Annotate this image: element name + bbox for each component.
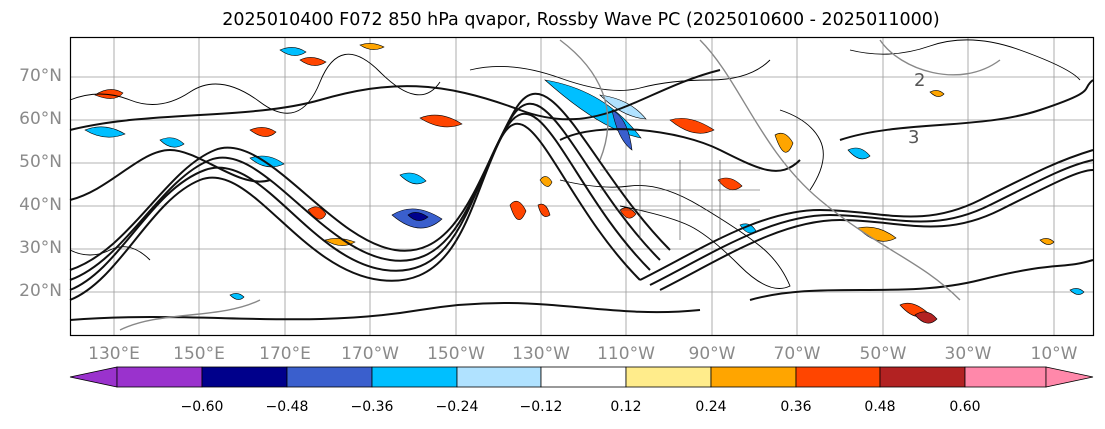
colorbar-extend-high (1045, 366, 1094, 388)
lon-label: 30°W (944, 344, 992, 364)
lon-label: 170°E (259, 344, 311, 364)
contour-label-2: 2 (914, 70, 925, 91)
lat-label: 60°N (19, 109, 62, 129)
colorbar-segment (456, 366, 542, 388)
colorbar-tick-label: 0.60 (949, 399, 981, 415)
lon-label: 110°W (597, 344, 655, 364)
colorbar-segment (795, 366, 881, 388)
colorbar (69, 366, 1094, 388)
colorbar-tick-label: −0.12 (519, 399, 563, 415)
coastlines (69, 39, 1081, 289)
colorbar-tick-label: 0.48 (864, 399, 896, 415)
colorbar-segment (540, 366, 627, 388)
colorbar-segment (879, 366, 966, 388)
colorbar-segment (964, 366, 1047, 388)
map-title: 2025010400 F072 850 hPa qvapor, Rossby W… (222, 10, 940, 30)
lon-label: 10°W (1030, 344, 1078, 364)
colorbar-tick-label: −0.24 (435, 399, 479, 415)
rossby-pc-contours (119, 39, 1001, 331)
contour-label-3: 3 (908, 127, 919, 148)
colorbar-tick-label: −0.48 (265, 399, 309, 415)
lon-label: 70°W (773, 344, 821, 364)
lat-label: 50°N (19, 152, 62, 172)
lat-label: 70°N (19, 66, 62, 86)
negative-anomaly-fills (84, 47, 1085, 300)
geopotential-contours (69, 69, 1094, 321)
colorbar-tick-label: −0.36 (350, 399, 394, 415)
lon-label: 130°W (512, 344, 570, 364)
colorbar-segment (116, 366, 203, 388)
colorbar-segment (201, 366, 288, 388)
lon-label: 130°E (88, 344, 140, 364)
state-borders (600, 160, 760, 240)
colorbar-segment (625, 366, 712, 388)
lat-label: 30°N (19, 238, 62, 258)
lat-label: 40°N (19, 195, 62, 215)
colorbar-segment (710, 366, 797, 388)
lon-label: 90°W (688, 344, 736, 364)
colorbar-segment (286, 366, 373, 388)
colorbar-tick-label: 0.24 (695, 399, 727, 415)
map-frame (69, 36, 1095, 337)
colorbar-extend-low (69, 366, 118, 388)
lon-label: 50°W (859, 344, 907, 364)
colorbar-tick-label: 0.12 (610, 399, 642, 415)
lat-label: 20°N (19, 281, 62, 301)
lon-label: 150°W (427, 344, 485, 364)
gridlines (70, 37, 1093, 335)
colorbar-segment (371, 366, 458, 388)
lon-label: 170°W (341, 344, 399, 364)
lon-label: 150°E (173, 344, 225, 364)
colorbar-tick-label: −0.60 (180, 399, 224, 415)
colorbar-tick-label: 0.36 (780, 399, 812, 415)
